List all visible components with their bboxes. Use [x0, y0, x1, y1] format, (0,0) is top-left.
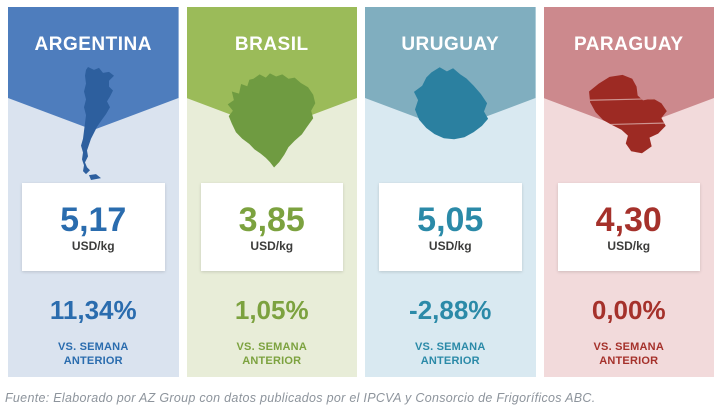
price-box: 3,85 USD/kg: [200, 183, 343, 271]
country-card-paraguay: PARAGUAY 4,30 USD/kg: [543, 7, 715, 377]
change-caption: VS. SEMANA ANTERIOR: [365, 340, 536, 368]
price-box: 4,30 USD/kg: [557, 183, 700, 271]
price-value: 3,85: [238, 200, 305, 239]
change-caption: VS. SEMANA ANTERIOR: [187, 340, 358, 368]
price-box: 5,17 USD/kg: [22, 183, 165, 271]
source-caption: Fuente: Elaborado por AZ Group con datos…: [5, 391, 596, 405]
price-value: 4,30: [595, 200, 662, 239]
price-unit: USD/kg: [71, 238, 115, 253]
country-name: BRASIL: [234, 34, 309, 55]
change-caption-line2: ANTERIOR: [599, 355, 659, 367]
argentina-map: [63, 64, 123, 182]
price-unit: USD/kg: [250, 238, 294, 253]
change-caption-line1: VS. SEMANA: [593, 341, 664, 353]
price-box: 5,05 USD/kg: [379, 183, 522, 271]
country-name: ARGENTINA: [34, 34, 152, 55]
brasil-map: [220, 68, 323, 175]
price-value: 5,05: [417, 200, 484, 239]
change-percent: 11,34%: [49, 295, 137, 325]
change-caption: VS. SEMANA ANTERIOR: [544, 340, 715, 368]
paraguay-map: [575, 68, 683, 166]
change-caption-line2: ANTERIOR: [63, 355, 123, 367]
country-card-uruguay: URUGUAY 5,05 USD/kg -2,88% VS. SEMANA AN…: [365, 7, 536, 377]
change-caption-line1: VS. SEMANA: [415, 341, 486, 353]
change-percent: 1,05%: [234, 295, 309, 325]
country-card-brasil: BRASIL 3,85 USD/kg 1,05% VS. SEMANA ANTE…: [186, 7, 358, 377]
country-card-argentina: ARGENTINA 5,17 USD/kg 11,34% VS. SEMANA …: [8, 7, 179, 377]
change-caption: VS. SEMANA ANTERIOR: [8, 340, 179, 368]
country-name: URUGUAY: [401, 34, 500, 55]
country-name: PARAGUAY: [573, 34, 684, 55]
uruguay-map: [399, 60, 502, 163]
change-percent: 0,00%: [591, 295, 666, 325]
change-caption-line2: ANTERIOR: [420, 355, 480, 367]
country-cards-row: ARGENTINA 5,17 USD/kg 11,34% VS. SEMANA …: [8, 7, 714, 377]
change-caption-line1: VS. SEMANA: [236, 341, 307, 353]
price-unit: USD/kg: [607, 238, 651, 253]
change-caption-line2: ANTERIOR: [242, 355, 302, 367]
price-unit: USD/kg: [428, 238, 472, 253]
change-percent: -2,88%: [409, 295, 492, 325]
price-value: 5,17: [60, 200, 127, 239]
change-caption-line1: VS. SEMANA: [58, 341, 129, 353]
